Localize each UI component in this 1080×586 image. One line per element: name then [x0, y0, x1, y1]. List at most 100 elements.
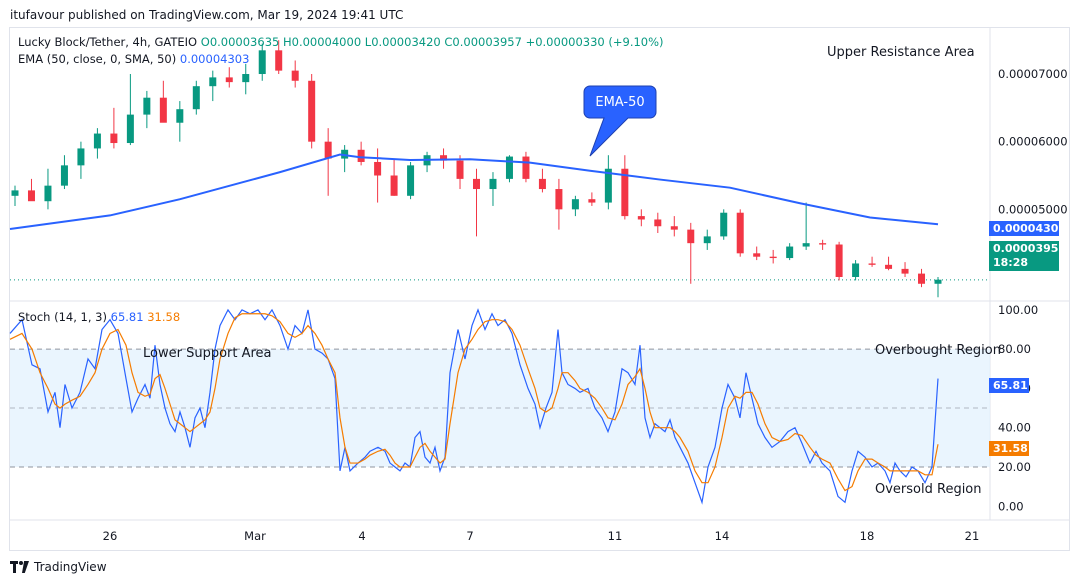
candle-body [456, 160, 464, 179]
last-price-value: 0.00003957 [993, 242, 1067, 255]
candle-body [407, 165, 415, 196]
price-tick-label: 0.00006000 [998, 135, 1068, 149]
ohlc-high: H0.00004000 [282, 35, 362, 49]
candle-body [473, 178, 480, 190]
candle-body [522, 156, 530, 179]
stoch-tick-label: 40.00 [998, 421, 1031, 435]
candle-body [720, 212, 728, 237]
candle-body [786, 246, 794, 259]
time-tick-label: 18 [860, 529, 875, 543]
ema-price-tag: 0.00004303 [989, 221, 1066, 236]
candle-body [110, 133, 118, 144]
candle-body [489, 178, 497, 190]
candle-body [571, 199, 579, 210]
time-tick-label: 4 [358, 529, 365, 543]
ema50-line [9, 153, 939, 230]
price-tick-label: 0.00005000 [998, 202, 1068, 216]
candle-body [736, 212, 744, 254]
footer: TradingView [10, 560, 107, 574]
candle-body [588, 199, 596, 203]
stoch-k-line [9, 308, 939, 505]
publisher-line: itufavour published on TradingView.com, … [10, 8, 404, 22]
symbol-label: Lucky Block/Tether, 4h, GATEIO [18, 35, 198, 49]
time-tick-label: 11 [608, 529, 623, 543]
candle-body [242, 74, 250, 83]
last-price-tag: 0.00003957 18:28 [989, 241, 1067, 271]
stoch-legend: Stoch (14, 1, 3) 65.81 31.58 [18, 310, 180, 324]
candle-body [44, 185, 52, 202]
candle-body [324, 141, 332, 159]
upper-resistance-label: Upper Resistance Area [827, 45, 975, 60]
candle-body [538, 178, 546, 190]
candle-body [769, 256, 777, 259]
candle-body [60, 165, 68, 186]
candle-body [555, 189, 563, 210]
candle-body [654, 219, 662, 227]
time-tick-label: 7 [466, 529, 473, 543]
candle-body [934, 279, 942, 284]
candle-body [621, 168, 629, 217]
candle-body [868, 263, 876, 265]
candle-body [637, 216, 645, 220]
ohlc-open: O0.00003635 [200, 35, 280, 49]
countdown-value: 18:28 [993, 256, 1029, 269]
stoch-tick-label: 100.00 [998, 303, 1038, 317]
candle-body [258, 50, 266, 75]
candle-body [390, 175, 398, 196]
price-tick-label: 0.00007000 [998, 67, 1068, 81]
candle-body [703, 236, 711, 244]
oversold-label: Oversold Region [875, 482, 982, 497]
candle-body [885, 264, 893, 269]
ema-callout-label: EMA-50 [595, 95, 644, 110]
candle-body [440, 155, 448, 161]
time-tick-label: Mar [244, 529, 266, 543]
stoch-k-tag: 65.81 [989, 378, 1029, 393]
candle-body [11, 190, 19, 196]
ema-label: EMA (50, close, 0, SMA, 50) [18, 52, 177, 66]
price-legend: Lucky Block/Tether, 4h, GATEIO O0.000036… [18, 35, 664, 49]
candle-body [176, 109, 184, 123]
time-tick-label: 14 [715, 529, 730, 543]
candle-body [143, 97, 151, 115]
stoch-k-value: 65.81 [110, 310, 144, 324]
candle-body [209, 77, 217, 87]
candle-body [835, 244, 843, 277]
ema-legend: EMA (50, close, 0, SMA, 50) 0.00004303 [18, 52, 249, 66]
candle-body [374, 161, 382, 176]
time-tick-label: 21 [965, 529, 980, 543]
tradingview-logo-icon [10, 561, 30, 573]
candle-body [901, 268, 909, 274]
candle-body [918, 273, 926, 284]
candle-body [93, 133, 101, 149]
stoch-d-tag: 31.58 [989, 441, 1029, 456]
brand-name: TradingView [34, 560, 107, 574]
candle-body [852, 263, 860, 277]
ema-value: 0.00004303 [179, 52, 250, 66]
candle-body [753, 253, 761, 257]
candle-body [291, 70, 299, 81]
candle-body [687, 229, 695, 244]
chart-frame [9, 27, 1070, 551]
candle-body [308, 80, 316, 142]
candle-body [604, 168, 612, 203]
ohlc-close: C0.00003957 [444, 35, 522, 49]
stoch-tick-label: 80.00 [998, 342, 1031, 356]
ohlc-low: L0.00003420 [364, 35, 441, 49]
candle-body [77, 148, 85, 166]
overbought-label: Overbought Region [875, 343, 1001, 358]
candle-body [225, 77, 233, 83]
candle-body [126, 114, 134, 144]
stoch-d-line [9, 313, 939, 492]
candle-body [670, 226, 678, 230]
candle-body [159, 97, 167, 123]
candle-body [192, 86, 200, 110]
stoch-tick-label: 0.00 [998, 499, 1024, 513]
stoch-d-value: 31.58 [147, 310, 181, 324]
time-tick-label: 26 [103, 529, 118, 543]
candle-body [357, 149, 365, 162]
candle-body [27, 190, 35, 202]
candle-body [275, 50, 283, 71]
candle-body [819, 243, 827, 245]
candle-body [802, 243, 810, 247]
